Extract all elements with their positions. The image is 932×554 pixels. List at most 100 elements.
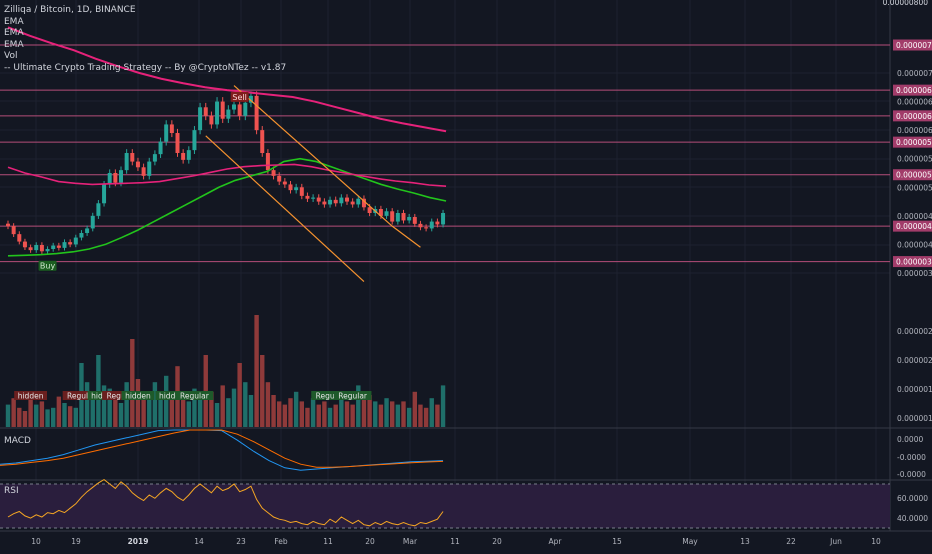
sell-signal-badge (230, 91, 249, 102)
volume-bar (39, 401, 45, 427)
volume-bar (67, 406, 73, 427)
volume-bar (361, 398, 367, 427)
divergence-badge (62, 391, 101, 400)
candle (350, 198, 355, 208)
volume-bar (5, 404, 11, 427)
volume-bar (350, 404, 355, 427)
time-axis-tick: Apr (549, 537, 563, 546)
candle-body (418, 223, 423, 228)
volume-bar (305, 407, 310, 427)
volume-bar (254, 315, 259, 427)
divergence-label: Regular (67, 392, 97, 401)
candle (401, 209, 406, 224)
candle-body (175, 133, 180, 153)
time-axis-tick: 11 (450, 537, 460, 546)
divergence-badge (155, 391, 189, 400)
candle-body (79, 233, 84, 238)
candle (220, 97, 225, 123)
candle-body (164, 124, 169, 142)
price-level-label: 0.00000432 (896, 222, 932, 231)
candle-body (294, 187, 299, 191)
volume-bar (373, 401, 378, 427)
volume-bar (339, 398, 344, 427)
time-axis-tick: 10 (31, 537, 41, 546)
time-axis-tick: 23 (236, 537, 246, 546)
candle (418, 220, 423, 231)
candle-body (435, 221, 440, 225)
volume-bar (412, 391, 417, 427)
candle (424, 224, 429, 232)
candle-body (282, 181, 287, 185)
candle-body (34, 245, 39, 251)
macd-axis-tick: 0.0000 (897, 435, 923, 444)
candle-body (56, 245, 61, 248)
candle (395, 209, 400, 225)
volume-bar (356, 385, 361, 427)
volume-bar (277, 401, 282, 427)
candle (361, 195, 366, 211)
candle-body (265, 153, 270, 171)
candle-body (395, 213, 400, 222)
volume-bar (231, 388, 237, 427)
candle (441, 209, 446, 228)
candle (435, 218, 440, 228)
candle-body (429, 221, 434, 229)
candle-body (277, 175, 282, 182)
price-level-label: 0.00000522 (896, 171, 932, 180)
candle-body (350, 201, 355, 205)
trendline-upper (233, 85, 421, 248)
candle (215, 97, 220, 129)
candle (141, 163, 146, 180)
rsi-axis-tick: 40.0000 (897, 514, 928, 523)
candle (248, 91, 253, 108)
rsi-pane-label: RSI (4, 486, 19, 496)
candle-body (288, 184, 293, 191)
buy-signal-badge (38, 260, 57, 271)
time-axis-tick: 20 (365, 537, 375, 546)
price-axis-tick: 0.00000450 (897, 212, 932, 221)
volume-bar (51, 407, 56, 427)
candle (356, 195, 361, 208)
divergence-label: Regular (316, 392, 346, 401)
divergence-badge (14, 391, 47, 400)
candle-body (243, 102, 248, 116)
candle (198, 102, 203, 135)
candle (62, 239, 67, 251)
volume-bar (310, 398, 316, 427)
candle-body (73, 237, 78, 245)
candle (333, 196, 338, 207)
time-axis-tick: Jun (829, 537, 842, 546)
candle-body (322, 201, 327, 205)
candle-body (260, 130, 265, 153)
volume-bar (135, 379, 141, 427)
volume-bar (147, 391, 152, 427)
volume-bar (169, 398, 175, 427)
divergence-label: hidden (125, 392, 151, 401)
candle-body (124, 153, 129, 171)
volume-bar (390, 401, 395, 427)
candle-body (226, 109, 231, 119)
candle-body (333, 199, 338, 204)
volume-bar (265, 382, 271, 427)
volume-bar (22, 411, 28, 427)
candle-body (305, 195, 310, 199)
candle (232, 100, 236, 114)
price-axis-tick: 0.00000500 (897, 183, 932, 192)
candle-body (119, 170, 123, 183)
candle (186, 146, 191, 164)
divergence-badge (175, 391, 214, 400)
candle-body (384, 211, 389, 216)
volume-bar (423, 407, 429, 427)
candle (265, 149, 270, 174)
volume-bar (293, 391, 299, 427)
volume-bar (220, 385, 225, 427)
candle (164, 120, 169, 146)
volume-bar (124, 382, 129, 427)
time-axis-tick: 14 (194, 537, 204, 546)
macd-axis-tick: -0.0000 (897, 470, 926, 479)
candle (271, 166, 276, 180)
time-axis-tick: 20 (492, 537, 502, 546)
rsi-axis-tick: 60.0000 (897, 494, 928, 503)
